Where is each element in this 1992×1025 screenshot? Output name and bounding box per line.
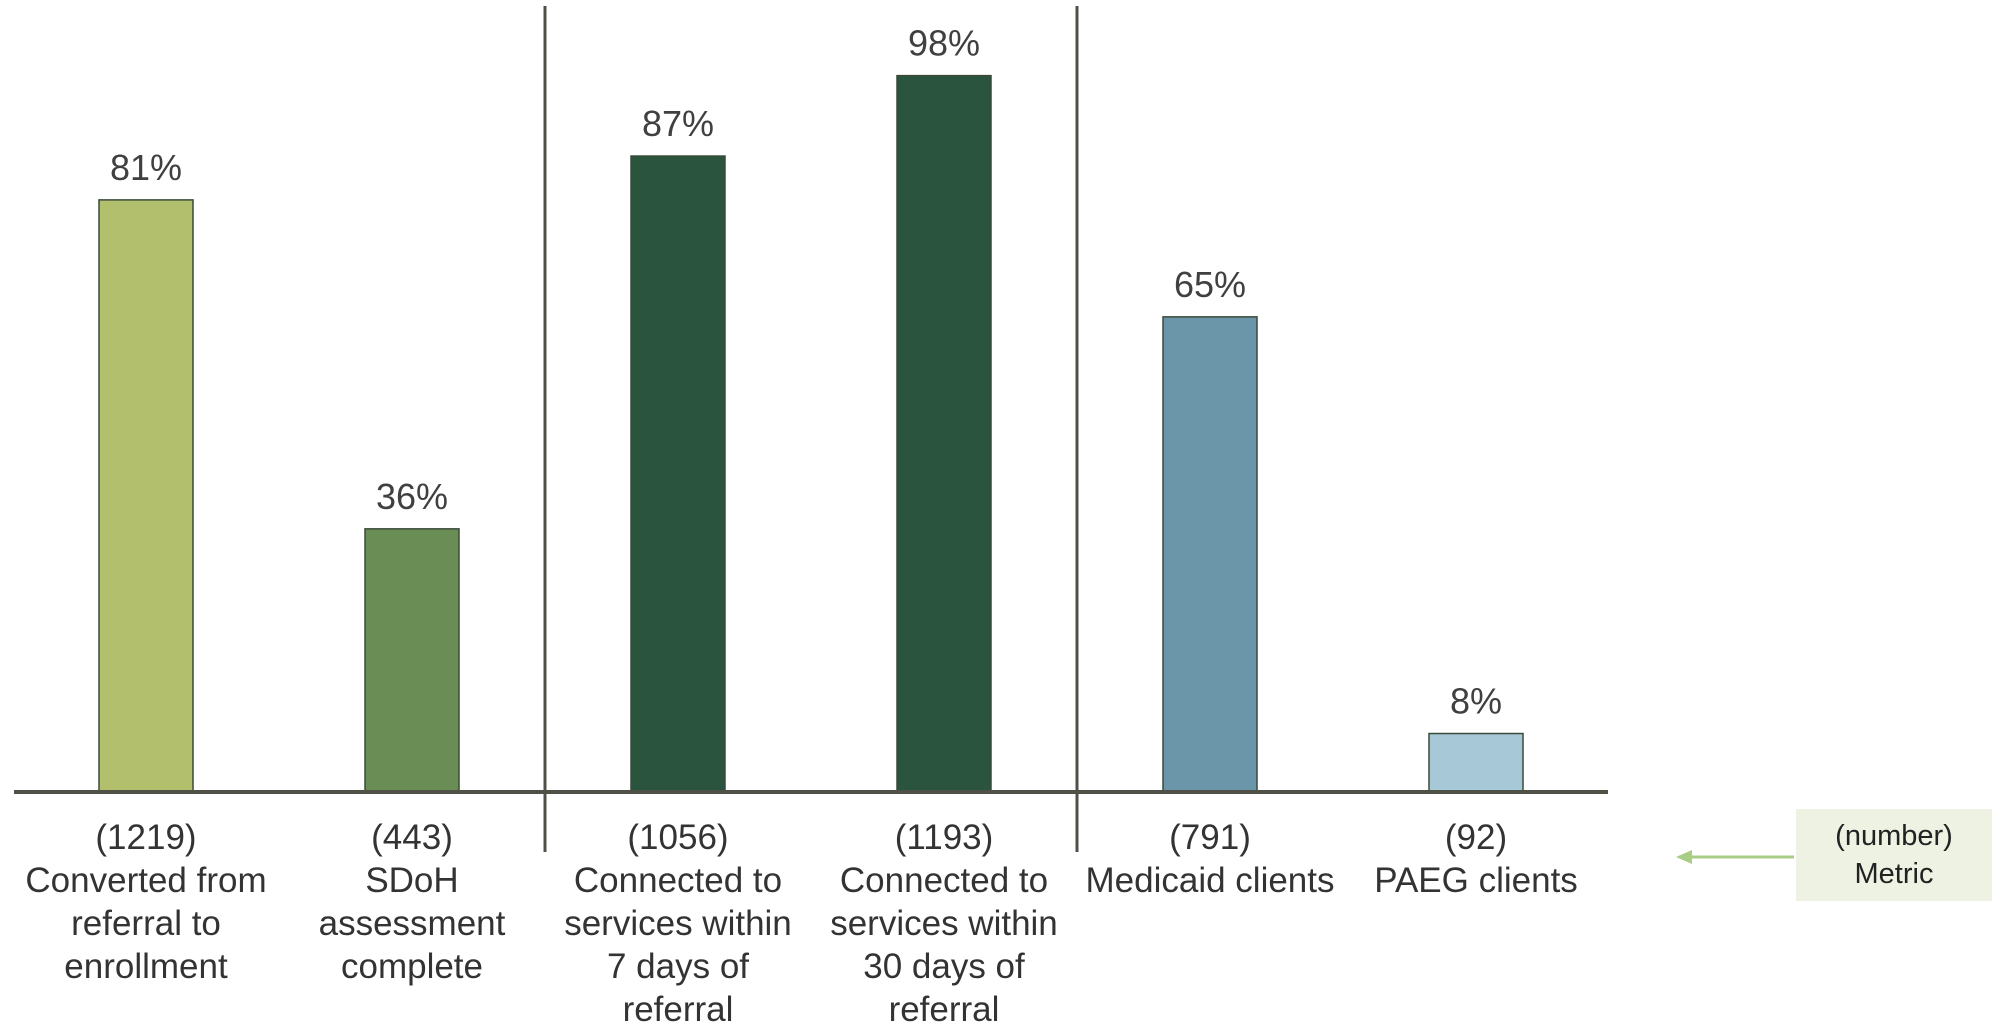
category-label-3-line-2: services within	[564, 904, 792, 943]
legend-line-number: (number)	[1835, 820, 1953, 852]
value-label-4: 98%	[908, 23, 980, 64]
bar-3	[630, 155, 726, 793]
category-label-1-line-1: Converted from	[25, 861, 266, 900]
category-label-1-line-3: enrollment	[64, 947, 228, 986]
bar-4	[896, 74, 992, 793]
category-label-6-line-1: PAEG clients	[1374, 861, 1578, 900]
count-label-5: (791)	[1169, 818, 1251, 857]
value-labels: 81% 36% 87% 98% 65% 8%	[110, 23, 1502, 722]
category-label-4-line-3: 30 days of	[863, 947, 1025, 986]
legend-line-metric: Metric	[1854, 858, 1934, 890]
category-label-3-line-3: 7 days of	[607, 947, 749, 986]
group-dividers	[543, 6, 1079, 852]
count-label-1: (1219)	[95, 818, 196, 857]
category-label-3-line-4: referral	[623, 990, 734, 1025]
bars	[98, 74, 1524, 793]
category-label-2-line-3: complete	[341, 947, 483, 986]
count-label-6: (92)	[1445, 818, 1507, 857]
value-label-6: 8%	[1450, 681, 1502, 722]
bar-1	[98, 199, 194, 793]
count-labels: (1219) (443) (1056) (1193) (791) (92)	[95, 818, 1507, 857]
category-label-1-line-2: referral to	[71, 904, 221, 943]
count-label-3: (1056)	[627, 818, 728, 857]
value-label-2: 36%	[376, 476, 448, 517]
category-label-3-line-1: Connected to	[574, 861, 782, 900]
count-label-4: (1193)	[895, 818, 994, 857]
category-labels: Converted from referral to enrollment SDoH a…	[25, 861, 1577, 1025]
value-label-5: 65%	[1174, 264, 1246, 305]
legend-arrow-head	[1676, 850, 1692, 864]
category-label-2-line-2: assessment	[319, 904, 506, 943]
category-label-4-line-4: referral	[889, 990, 1000, 1025]
category-label-4-line-2: services within	[830, 904, 1058, 943]
bar-6	[1428, 732, 1524, 793]
value-label-1: 81%	[110, 147, 182, 188]
category-label-4-line-1: Connected to	[840, 861, 1048, 900]
legend-box: (number) Metric	[1796, 809, 1992, 901]
count-label-2: (443)	[371, 818, 453, 857]
category-label-2-line-1: SDoH	[365, 861, 458, 900]
category-label-5-line-1: Medicaid clients	[1086, 861, 1335, 900]
bar-5	[1162, 316, 1258, 793]
legend-arrow	[1676, 850, 1794, 864]
value-label-3: 87%	[642, 103, 714, 144]
bar-2	[364, 528, 460, 793]
